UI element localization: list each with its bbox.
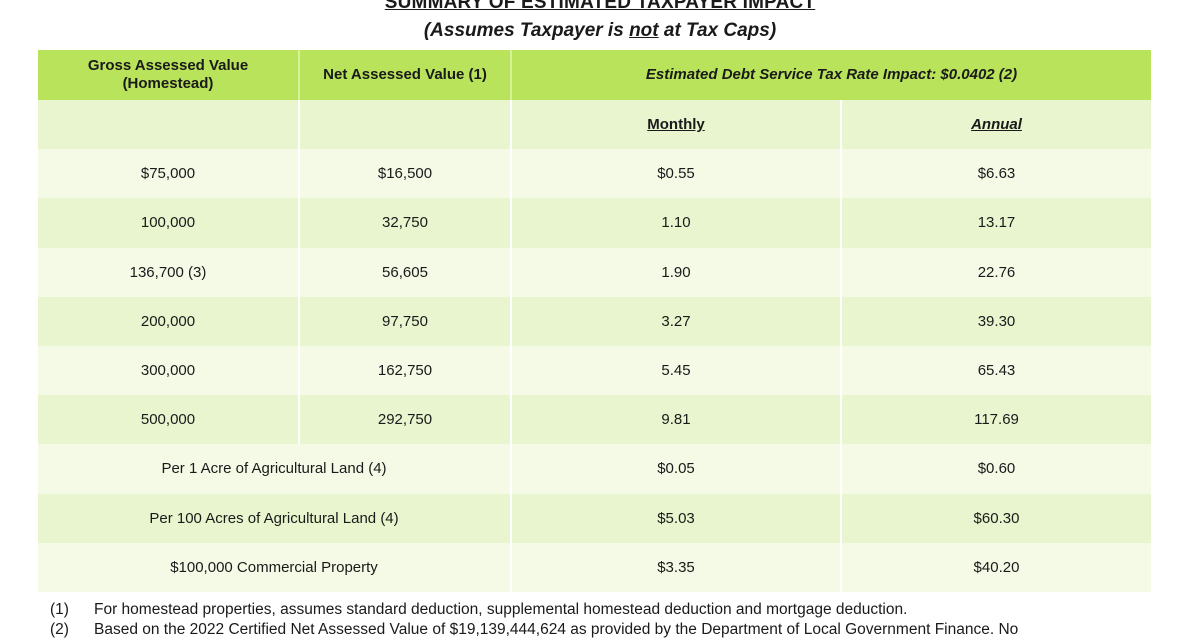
monthly-cell: 1.90 [512,247,842,297]
gross-value-cell: 100,000 [38,198,300,248]
monthly-cell: $5.03 [512,493,842,543]
table-header: Gross Assessed Value (Homestead) Net Ass… [38,50,1151,100]
gross-value-cell: 300,000 [38,345,300,396]
table-row-merged: Per 1 Acre of Agricultural Land (4) $0.0… [38,444,1151,494]
annual-cell: $40.20 [973,558,1020,576]
footnote: (1) For homestead properties, assumes st… [50,600,1170,620]
header-gross-assessed-value: Gross Assessed Value (Homestead) [38,50,300,100]
subheader-empty-1 [38,100,300,150]
property-label-cell: Per 1 Acre of Agricultural Land (4) [38,444,512,494]
annual-cell: $60.30 [973,509,1020,527]
monthly-cell: $0.05 [512,444,842,494]
subheader-row: Monthly Annual [38,100,1151,150]
subtitle-emphasis: not [629,20,659,41]
subheader-empty-2 [300,100,512,150]
net-value-cell: 292,750 [300,395,512,445]
annual-cell: 65.43 [977,362,1016,380]
page-title: SUMMARY OF ESTIMATED TAXPAYER IMPACT [384,0,816,13]
gross-value-cell: 136,700 (3) [38,247,300,297]
property-label-cell: Per 100 Acres of Agricultural Land (4) [38,493,512,543]
table-row: 200,000 97,750 3.27 39.30 [38,296,1151,346]
subheader-monthly: Monthly [512,100,842,150]
gross-value-cell: 200,000 [38,296,300,346]
table-row-merged: Per 100 Acres of Agricultural Land (4) $… [38,493,1151,543]
table-row: 500,000 292,750 9.81 117.69 [38,395,1151,445]
monthly-cell: 1.10 [512,198,842,248]
gross-value-cell: 500,000 [38,395,300,445]
monthly-cell: 9.81 [512,395,842,445]
net-value-cell: 97,750 [300,296,512,346]
annual-cell: $6.63 [977,165,1016,183]
subheader-annual: Annual [971,116,1022,134]
net-value-cell: $16,500 [300,149,512,199]
gross-value-cell: $75,000 [38,149,300,199]
net-value-cell: 32,750 [300,198,512,248]
footnote-number: (1) [50,601,69,618]
footnote-text: Based on the 2022 Certified Net Assessed… [94,621,1019,638]
annual-cell: $0.60 [977,460,1016,478]
annual-cell: 117.69 [974,411,1019,429]
header-net-assessed-value: Net Assessed Value (1) [300,50,512,100]
annual-cell: 13.17 [977,214,1016,232]
subtitle-after: at Tax Caps) [658,20,777,41]
page-subtitle: (Assumes Taxpayer is not at Tax Caps) [0,20,1200,42]
monthly-cell: $0.55 [512,149,842,199]
header-gross-label: Gross Assessed Value (Homestead) [87,57,249,92]
annual-cell: 22.76 [977,263,1016,281]
footnote-number: (2) [50,621,69,638]
table-row: $75,000 $16,500 $0.55 $6.63 [38,149,1151,199]
table-row-merged: $100,000 Commercial Property $3.35 $40.2… [38,542,1151,592]
property-label-cell: $100,000 Commercial Property [38,542,512,592]
table-row: 136,700 (3) 56,605 1.90 22.76 [38,247,1151,297]
monthly-cell: 3.27 [512,296,842,346]
footnotes: (1) For homestead properties, assumes st… [50,600,1170,640]
net-value-cell: 56,605 [300,247,512,297]
net-value-cell: 162,750 [300,345,512,396]
footnote: (2) Based on the 2022 Certified Net Asse… [50,620,1170,640]
header-tax-rate-impact: Estimated Debt Service Tax Rate Impact: … [645,66,1018,83]
subtitle-before: (Assumes Taxpayer is [423,20,630,41]
monthly-cell: $3.35 [512,542,842,592]
taxpayer-impact-table: Gross Assessed Value (Homestead) Net Ass… [38,50,1151,592]
footnote-text: For homestead properties, assumes standa… [94,601,908,618]
table-row: 300,000 162,750 5.45 65.43 [38,345,1151,396]
annual-cell: 39.30 [977,312,1016,330]
table-row: 100,000 32,750 1.10 13.17 [38,198,1151,248]
monthly-cell: 5.45 [512,345,842,396]
